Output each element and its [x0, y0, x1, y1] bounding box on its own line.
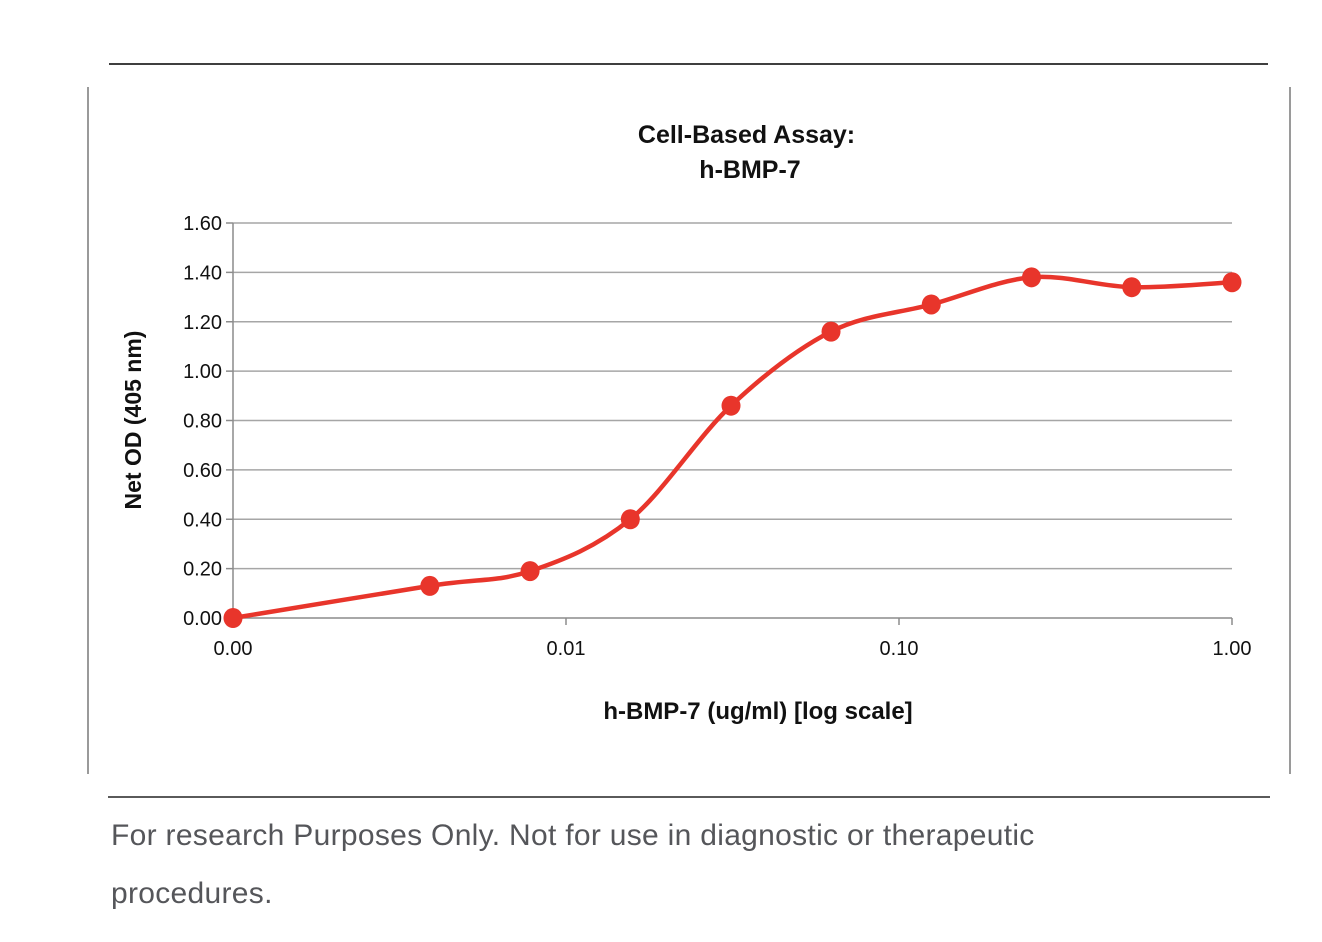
y-tick-label: 1.00 [183, 361, 222, 383]
data-point-marker [721, 395, 741, 416]
x-tick-label: 0.01 [547, 638, 586, 660]
y-tick-label: 1.20 [183, 312, 222, 334]
data-point-marker [921, 294, 941, 315]
data-point-marker [520, 561, 540, 582]
assay-line-chart: Cell-Based Assay: h-BMP-7 Net OD (405 nm… [120, 121, 1251, 725]
top-divider [109, 63, 1268, 65]
axes [226, 222, 1233, 625]
chart-title-line2: h-BMP-7 [699, 156, 800, 184]
y-tick-label: 1.40 [183, 262, 222, 284]
data-point-marker [420, 575, 440, 596]
x-tick-label: 1.00 [1213, 638, 1252, 660]
y-tick-label: 1.60 [183, 213, 222, 235]
disclaimer-line2: procedures. [111, 877, 273, 910]
disclaimer-line1: For research Purposes Only. Not for use … [111, 819, 1035, 852]
x-tick-label: 0.00 [214, 638, 253, 660]
y-tick-label: 0.80 [183, 411, 222, 433]
data-point-marker [1122, 277, 1142, 298]
chart-title: Cell-Based Assay: h-BMP-7 [638, 121, 862, 184]
data-point-marker [1222, 272, 1242, 293]
y-tick-label: 0.00 [183, 608, 222, 630]
chart-title-line1: Cell-Based Assay: [638, 121, 855, 149]
y-axis-title: Net OD (405 nm) [120, 331, 146, 510]
series-line [230, 274, 1235, 621]
data-point-marker [620, 509, 640, 530]
data-point-marker [223, 608, 243, 628]
data-series [223, 267, 1242, 628]
data-point-marker [821, 321, 841, 342]
chart-card: Cell-Based Assay: h-BMP-7 Net OD (405 nm… [87, 87, 1291, 774]
disclaimer-text: For research Purposes Only. Not for use … [111, 807, 1271, 923]
data-point-marker [1022, 267, 1042, 288]
y-tick-label: 0.20 [183, 559, 222, 581]
y-tick-label: 0.60 [183, 460, 222, 482]
gridlines [233, 222, 1232, 570]
x-tick-label: 0.10 [880, 638, 919, 660]
y-tick-label: 0.40 [183, 509, 222, 531]
bottom-divider [108, 796, 1270, 798]
x-axis-title: h-BMP-7 (ug/ml) [log scale] [603, 698, 912, 725]
tick-labels: 0.00 0.20 0.40 0.60 0.80 1.00 1.20 1.40 1.60 0.00… [183, 213, 1251, 660]
